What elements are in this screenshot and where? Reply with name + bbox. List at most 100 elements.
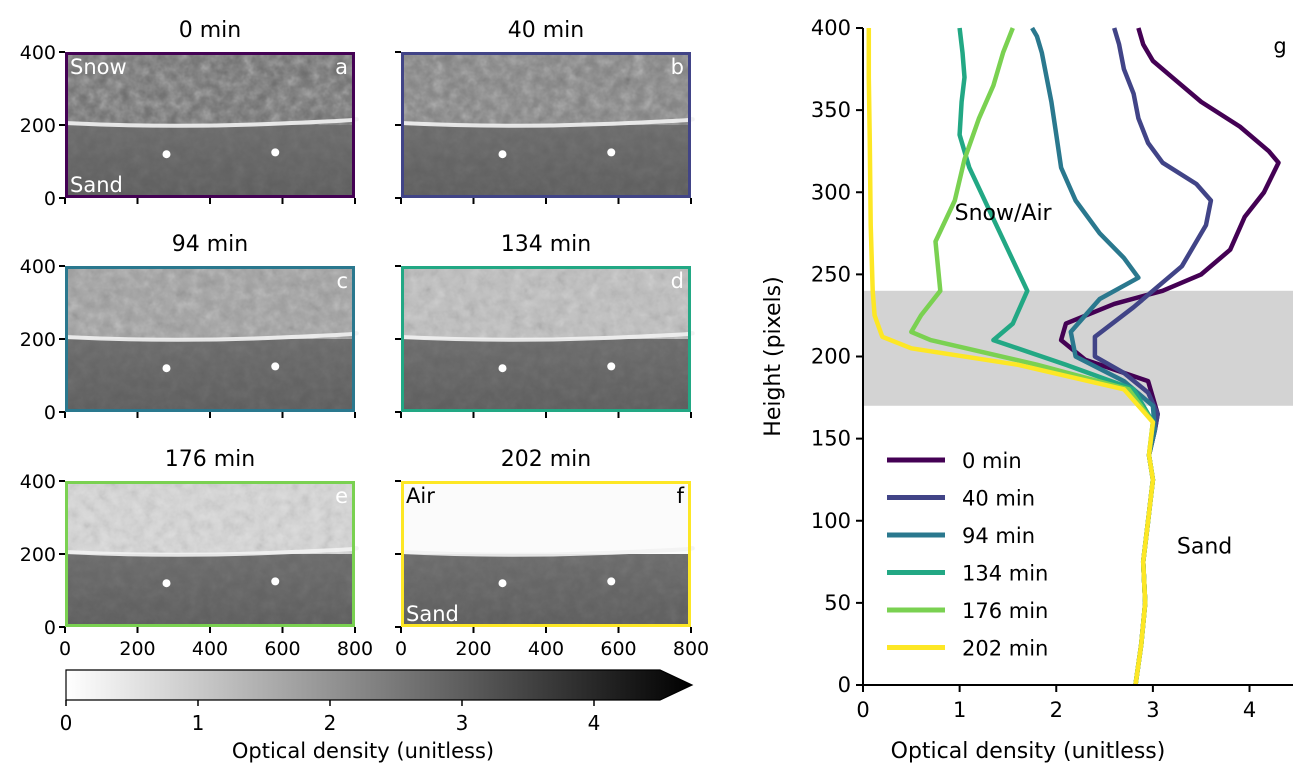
- panel-top-label: Snow: [70, 55, 127, 79]
- panel-letter: c: [336, 269, 348, 293]
- panel-bottom-label: Sand: [70, 173, 123, 197]
- y-tick-label: 100: [811, 509, 851, 533]
- marker-dot: [498, 579, 507, 588]
- y-tick-label: 300: [811, 180, 851, 204]
- sand-texture: [65, 554, 355, 627]
- marker-dot: [607, 148, 616, 157]
- marker-dot: [271, 362, 280, 371]
- colorbar-tick-label: 4: [588, 711, 601, 735]
- y-tick-label: 0: [838, 673, 851, 697]
- colorbar-bar: [65, 669, 694, 701]
- panel-frame: [401, 481, 691, 627]
- interface-line: [64, 546, 359, 557]
- snow-texture: [401, 266, 691, 339]
- panel-b: 40 min b: [395, 18, 695, 204]
- y-tick-label: 0: [44, 617, 56, 639]
- marker-dot: [162, 579, 171, 588]
- snow-texture: [401, 52, 691, 125]
- panel-c: 94 min c 0 200 400: [20, 232, 359, 424]
- sand-texture: [401, 554, 691, 627]
- interface-line: [64, 117, 359, 128]
- panel-letter: g: [1273, 34, 1286, 58]
- x-tick-label: 2: [1050, 698, 1063, 722]
- marker-dot: [607, 577, 616, 586]
- sand-texture: [65, 339, 355, 412]
- interface-line: [64, 331, 359, 342]
- legend-label: 0 min: [962, 449, 1022, 473]
- panel-frame: [401, 266, 691, 412]
- line-plot-g: 0 50 100 150 200 250 300 350 400 0 1 2 3 4 Optical den…: [761, 16, 1293, 764]
- annotation: Snow/Air: [955, 201, 1053, 226]
- x-tick-label: 600: [264, 638, 300, 660]
- panel-bottom-label: Sand: [406, 602, 459, 626]
- x-tick-label: 800: [673, 638, 709, 660]
- x-axis-label: Optical density (unitless): [891, 739, 1166, 764]
- legend-label: 94 min: [962, 524, 1035, 548]
- panel-frame: [65, 52, 355, 198]
- panel-a: 0 min a Snow Sand 0 200 400: [20, 18, 359, 210]
- annotation: Sand: [1177, 535, 1232, 560]
- y-tick-label: 400: [20, 471, 56, 493]
- x-tick-label: 0: [59, 638, 71, 660]
- panel-letter: f: [677, 484, 685, 508]
- panel-letter: d: [671, 269, 684, 293]
- x-tick-label: 0: [395, 638, 407, 660]
- y-tick-label: 350: [811, 98, 851, 122]
- snow-region: [401, 481, 691, 554]
- y-tick-label: 200: [811, 345, 851, 369]
- y-tick-label: 50: [824, 591, 851, 615]
- interface-line: [400, 117, 695, 128]
- panel-title: 94 min: [172, 232, 248, 257]
- panel-title: 134 min: [501, 232, 591, 257]
- x-tick-label: 400: [528, 638, 564, 660]
- interface-line: [400, 546, 695, 557]
- panel-title: 40 min: [508, 18, 584, 43]
- marker-dot: [271, 577, 280, 586]
- legend-label: 202 min: [962, 637, 1048, 661]
- colorbar-tick-label: 0: [60, 711, 73, 735]
- sand-texture: [65, 125, 355, 198]
- panel-top-label: Air: [406, 484, 435, 508]
- x-tick-label: 3: [1146, 698, 1159, 722]
- interface-band: [863, 290, 1293, 406]
- legend-label: 176 min: [962, 599, 1048, 623]
- y-tick-label: 200: [20, 329, 56, 351]
- colorbar-ticks: 0 1 2 3 4: [60, 700, 601, 735]
- y-tick-label: 400: [811, 16, 851, 40]
- y-tick-label: 200: [20, 544, 56, 566]
- x-tick-label: 200: [119, 638, 155, 660]
- panel-d: 134 min d: [395, 232, 695, 418]
- x-tick-label: 600: [600, 638, 636, 660]
- panel-letter: a: [335, 55, 348, 79]
- sand-texture: [401, 125, 691, 198]
- marker-dot: [498, 364, 507, 373]
- panel-letter: b: [671, 55, 684, 79]
- snow-texture: [65, 266, 355, 339]
- colorbar: 0 1 2 3 4 Optical density (unitless): [60, 669, 694, 763]
- series-line-202-min: [866, 28, 1156, 686]
- marker-dot: [498, 150, 507, 159]
- y-tick-label: 400: [20, 256, 56, 278]
- marker-dot: [162, 364, 171, 373]
- x-tick-label: 1: [953, 698, 966, 722]
- y-tick-label: 400: [20, 42, 56, 64]
- colorbar-tick-label: 2: [324, 711, 337, 735]
- panel-frame: [65, 481, 355, 627]
- radiograph-panels: 0 min a Snow Sand 0 200 400 40 min b 94 min c 0 200 4…: [20, 18, 709, 660]
- x-tick-label: 200: [455, 638, 491, 660]
- panel-letter: e: [335, 484, 348, 508]
- x-tick-label: 0: [856, 698, 869, 722]
- y-tick-label: 150: [811, 427, 851, 451]
- panel-f: 202 min f Air Sand 0 200 400 600 800: [395, 447, 709, 660]
- panel-e: 176 min e 0 200 400 0 200 400 600 800: [20, 447, 373, 660]
- panel-title: 176 min: [165, 447, 255, 472]
- panel-title: 202 min: [501, 447, 591, 472]
- marker-dot: [607, 362, 616, 371]
- y-tick-label: 200: [20, 115, 56, 137]
- marker-dot: [162, 150, 171, 159]
- legend-label: 40 min: [962, 487, 1035, 511]
- panel-title: 0 min: [179, 18, 241, 43]
- x-tick-label: 800: [337, 638, 373, 660]
- sand-texture: [401, 339, 691, 412]
- colorbar-label: Optical density (unitless): [232, 739, 494, 763]
